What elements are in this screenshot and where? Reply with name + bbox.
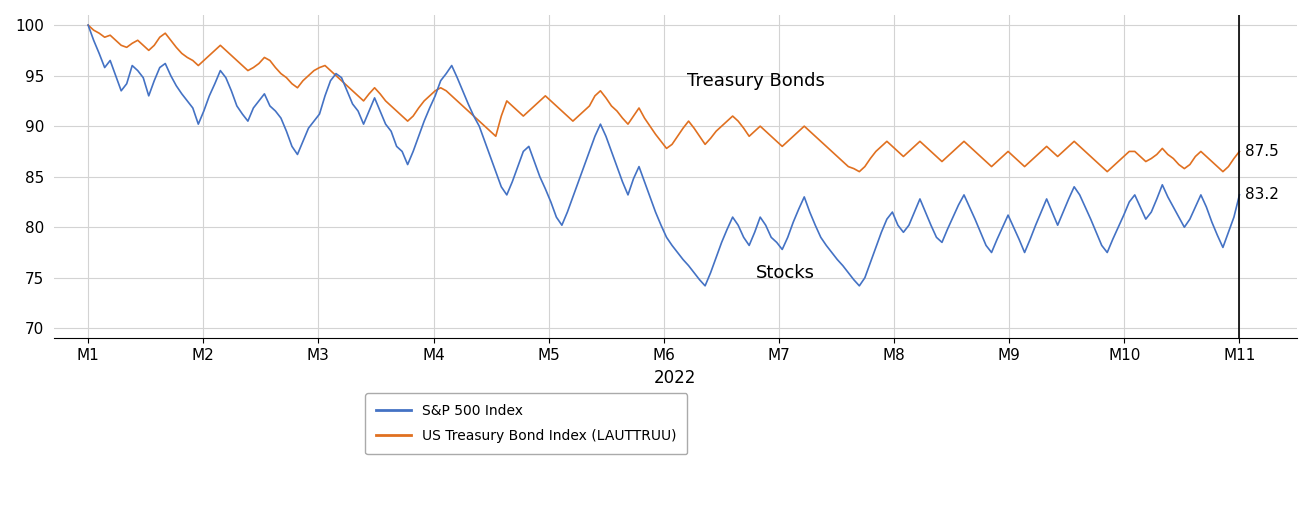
US Treasury Bond Index (LAUTTRUU) bbox=[851, 169, 867, 175]
US Treasury Bond Index (LAUTTRUU) bbox=[80, 22, 96, 28]
US Treasury Bond Index (LAUTTRUU) bbox=[323, 67, 338, 74]
Line: US Treasury Bond Index (LAUTTRUU): US Treasury Bond Index (LAUTTRUU) bbox=[88, 25, 1240, 172]
US Treasury Bond Index (LAUTTRUU) bbox=[92, 30, 108, 36]
S&P 500 Index bbox=[1050, 222, 1065, 228]
US Treasury Bond Index (LAUTTRUU) bbox=[626, 113, 642, 119]
S&P 500 Index bbox=[653, 222, 669, 228]
S&P 500 Index bbox=[1232, 192, 1248, 198]
Text: 87.5: 87.5 bbox=[1245, 144, 1279, 159]
US Treasury Bond Index (LAUTTRUU) bbox=[1050, 153, 1065, 160]
US Treasury Bond Index (LAUTTRUU) bbox=[1232, 148, 1248, 154]
S&P 500 Index bbox=[697, 282, 712, 289]
Text: Treasury Bonds: Treasury Bonds bbox=[686, 72, 825, 90]
S&P 500 Index bbox=[92, 50, 108, 56]
Legend: S&P 500 Index, US Treasury Bond Index (LAUTTRUU): S&P 500 Index, US Treasury Bond Index (L… bbox=[365, 393, 687, 454]
US Treasury Bond Index (LAUTTRUU) bbox=[653, 138, 669, 144]
S&P 500 Index bbox=[1117, 212, 1132, 218]
S&P 500 Index bbox=[626, 175, 642, 182]
US Treasury Bond Index (LAUTTRUU) bbox=[1117, 153, 1132, 160]
S&P 500 Index bbox=[323, 77, 338, 84]
X-axis label: 2022: 2022 bbox=[655, 369, 697, 387]
Text: 83.2: 83.2 bbox=[1245, 188, 1279, 202]
S&P 500 Index bbox=[80, 22, 96, 28]
Line: S&P 500 Index: S&P 500 Index bbox=[88, 25, 1240, 286]
Text: Stocks: Stocks bbox=[756, 264, 815, 282]
